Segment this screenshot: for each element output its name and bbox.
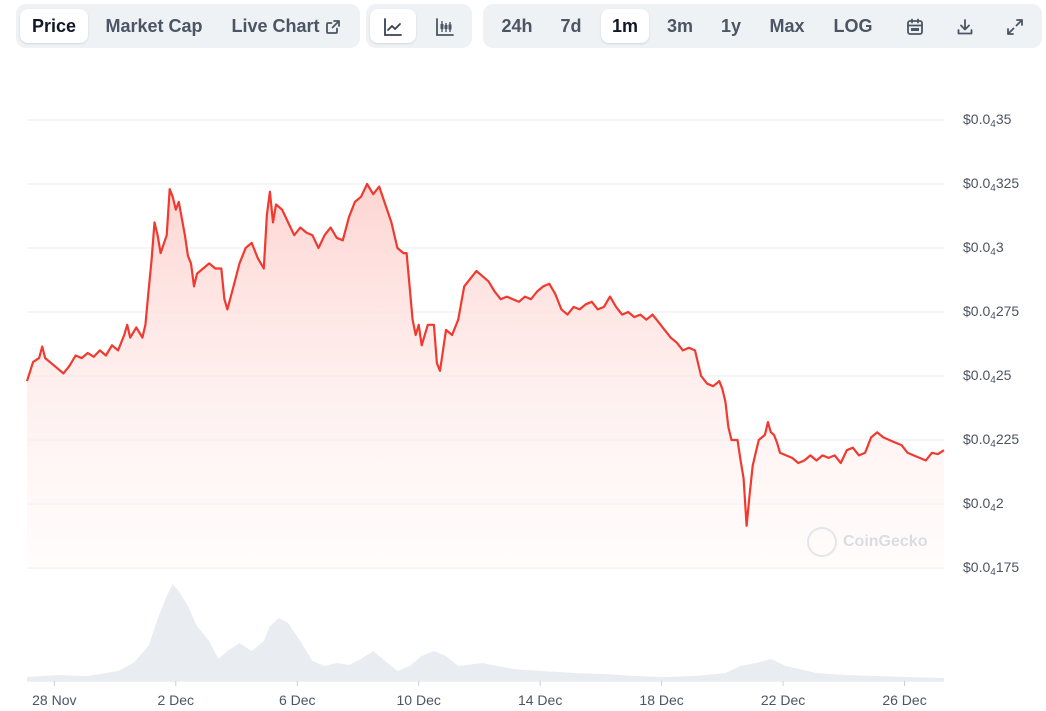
x-tick-label: 26 Dec: [882, 692, 926, 708]
volume-area: [27, 584, 944, 681]
y-tick-label: $0.04175: [963, 559, 1019, 578]
y-tick-label: $0.043: [963, 239, 1004, 258]
x-tick-label: 6 Dec: [279, 692, 316, 708]
range-3m-label: 3m: [666, 16, 693, 36]
view-tab-group: Price Market Cap Live Chart: [16, 4, 360, 48]
x-tick-label: 28 Nov: [32, 692, 76, 708]
range-7d-button[interactable]: 7d: [549, 9, 593, 43]
range-1m-button[interactable]: 1m: [601, 9, 649, 43]
volume-series: [27, 584, 944, 681]
price-line: [25, 182, 945, 527]
x-tick-label: 14 Dec: [518, 692, 562, 708]
range-group: 24h 7d 1m 3m 1y Max LOG: [483, 4, 1042, 48]
range-1y-label: 1y: [720, 16, 742, 36]
price-area: [27, 184, 944, 568]
range-max-label: Max: [769, 16, 805, 36]
range-24h-button[interactable]: 24h: [489, 9, 545, 43]
log-scale-label: LOG: [833, 16, 873, 36]
x-tick-label: 18 Dec: [639, 692, 683, 708]
tab-market-cap-label: Market Cap: [105, 16, 203, 36]
download-icon: [956, 16, 974, 36]
range-7d-label: 7d: [560, 16, 582, 36]
candlestick-chart-icon: [435, 16, 455, 37]
watermark-label: CoinGecko: [843, 533, 928, 550]
price-line-series: [25, 182, 945, 527]
chart-toolbar: Price Market Cap Live Chart 24h 7d 1m 3m…: [16, 4, 1042, 48]
tab-live-chart[interactable]: Live Chart: [222, 9, 350, 43]
coingecko-watermark: CoinGecko: [807, 525, 927, 559]
line-chart-button[interactable]: [370, 9, 416, 43]
range-1y-button[interactable]: 1y: [709, 9, 753, 43]
tab-price[interactable]: Price: [20, 9, 88, 43]
line-chart-icon: [383, 16, 403, 37]
coingecko-logo-icon: [807, 526, 837, 557]
y-tick-label: $0.04325: [963, 175, 1019, 194]
tab-market-cap[interactable]: Market Cap: [98, 9, 210, 43]
y-tick-label: $0.04275: [963, 303, 1019, 322]
x-tick-label: 10 Dec: [397, 692, 441, 708]
range-1m-label: 1m: [611, 16, 638, 36]
log-scale-button[interactable]: LOG: [823, 9, 883, 43]
y-tick-label: $0.042: [963, 495, 1004, 514]
y-tick-label: $0.04225: [963, 431, 1019, 450]
expand-icon: [1006, 16, 1024, 36]
calendar-icon: [906, 16, 924, 36]
calendar-button[interactable]: [895, 9, 935, 43]
range-max-button[interactable]: Max: [759, 9, 815, 43]
tab-price-label: Price: [31, 16, 77, 36]
x-axis-ticks: 28 Nov 2 Dec 6 Dec 10 Dec 14 Dec 18 Dec 22 Dec…: [32, 681, 927, 708]
x-tick-label: 2 Dec: [157, 692, 194, 708]
candlestick-chart-button[interactable]: [422, 9, 468, 43]
range-3m-button[interactable]: 3m: [655, 9, 705, 43]
y-tick-label: $0.0435: [963, 111, 1012, 130]
external-link-icon: [325, 16, 341, 36]
price-area-fill: [27, 184, 944, 568]
chart-type-group: [366, 4, 472, 48]
y-tick-label: $0.0425: [963, 367, 1012, 386]
download-button[interactable]: [945, 9, 985, 43]
x-tick-label: 22 Dec: [761, 692, 805, 708]
y-axis-ticks: $0.0435 $0.04325 $0.043 $0.04275 $0.0425 $0.0…: [963, 111, 1019, 578]
range-24h-label: 24h: [501, 16, 533, 36]
tab-live-chart-label: Live Chart: [231, 16, 320, 36]
expand-button[interactable]: [995, 9, 1035, 43]
